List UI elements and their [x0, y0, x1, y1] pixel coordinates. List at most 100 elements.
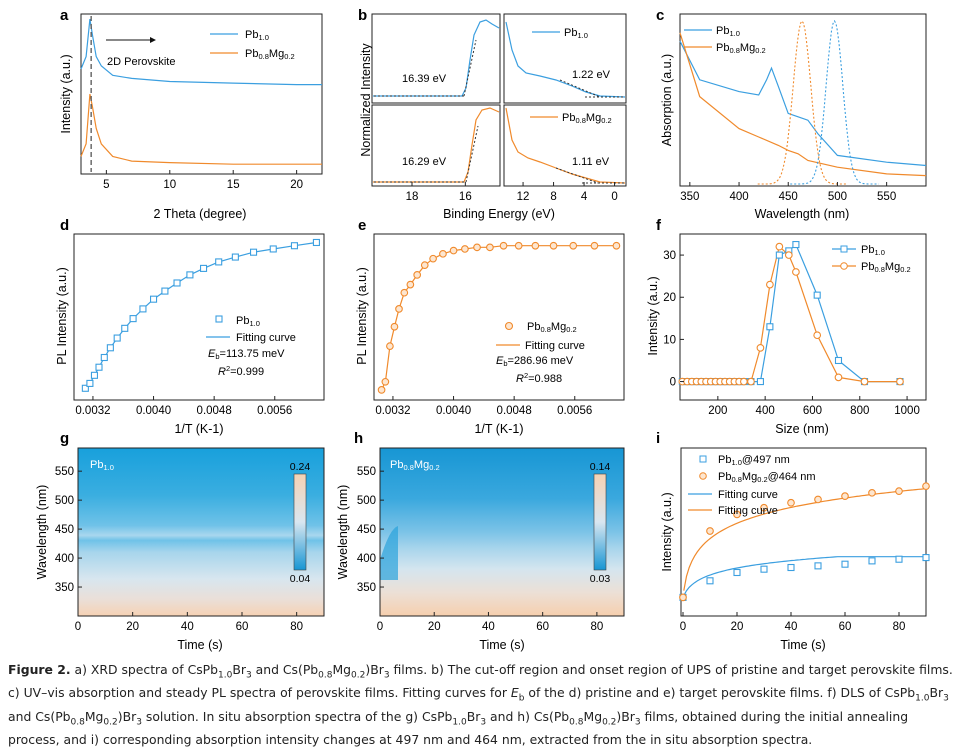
data-point — [590, 241, 599, 250]
plot-frame — [379, 447, 625, 617]
data-point-pb1-497 — [760, 565, 768, 573]
panel-label: a — [60, 7, 69, 24]
data-point — [569, 241, 578, 250]
data-point-pb1 — [792, 240, 800, 249]
x-tick-label: 0.0040 — [436, 405, 471, 417]
data-point-pb08mg02-464 — [787, 498, 795, 507]
x-tick-label: 0.0056 — [557, 405, 592, 417]
figure-number: Figure 2. — [8, 662, 71, 677]
data-point — [461, 245, 469, 253]
cutoff-value-pb1: 16.39 eV — [402, 73, 447, 85]
y-axis-label: PL Intensity (a.u.) — [355, 267, 369, 365]
legend-label-pb08mg02: Pb0.8Mg0.2 — [716, 42, 766, 55]
data-point — [290, 242, 299, 250]
legend-label-pb1: Pb1.0 — [861, 244, 885, 257]
x-tick-label: 10 — [163, 179, 176, 191]
panel-e: e Pb0.8Mg0.2 Fitting curve Eb=286.96 meV… — [355, 217, 625, 436]
x-tick-label: 80 — [893, 621, 906, 633]
caption-fragment: 1.0 — [218, 670, 233, 681]
ups-onset-pb08mg02 — [505, 107, 626, 184]
x-tick-label: 800 — [850, 405, 869, 417]
caption-fragment: 3 — [245, 670, 252, 681]
legend-label-pb08mg02: Pb0.8Mg0.2 — [245, 48, 295, 61]
y-tick-label: 30 — [663, 250, 676, 262]
panel-label: d — [60, 217, 69, 234]
x-tick-label: 1000 — [894, 405, 920, 417]
data-point — [449, 246, 458, 255]
data-point — [377, 386, 386, 394]
colorbar-min: 0.03 — [590, 573, 611, 585]
absorption-line-pb1 — [679, 40, 927, 167]
x-tick-label: 0.0032 — [375, 405, 410, 417]
data-point — [186, 271, 194, 279]
caption-fragment: Br — [466, 708, 481, 724]
legend-label-pb08mg02: Pb0.8Mg0.2 — [527, 321, 577, 334]
caption-fragment: and h) Cs(Pb — [486, 708, 570, 724]
caption-fragment: 3 — [480, 717, 487, 728]
x-axis-label: 1/T (K-1) — [174, 422, 223, 436]
caption-fragment: b — [518, 693, 525, 704]
y-axis-label: Intensity (a.u.) — [660, 492, 674, 571]
panel-c: c Pb1.0 Pb0.8Mg0.2 350 400 450 500 550 Wavel… — [656, 7, 927, 221]
plot-frame — [80, 13, 323, 175]
data-point — [439, 249, 447, 258]
data-point — [549, 241, 558, 250]
panel-i: i Pb1.0@497 nm Pb0.8Mg0.2@464 nm Fitting… — [656, 430, 930, 652]
x-tick-label: 20 — [731, 621, 744, 633]
legend-label-pb1: Pb1.0 — [564, 27, 588, 40]
panel-label: b — [358, 7, 367, 24]
data-point — [312, 238, 320, 247]
data-point-pb08mg02-464 — [760, 503, 768, 512]
x-tick-label: 16 — [459, 191, 472, 203]
caption-fragment: 0.2 — [103, 717, 118, 728]
series-line-pb1 — [80, 19, 322, 86]
data-point-pb1 — [834, 356, 843, 365]
data-point — [429, 254, 437, 263]
caption-fragment: Br — [929, 685, 944, 701]
onset-fit — [555, 167, 599, 184]
plot-frame — [679, 13, 927, 187]
x-tick-label: 0.0048 — [197, 405, 232, 417]
legend-label-pb08mg02: Pb0.8Mg0.2 — [861, 261, 911, 274]
caption-body: a) XRD spectra of CsPb1.0Br3 and Cs(Pb0.… — [8, 662, 953, 747]
panel-d: d Pb1.0 Fitting curve Eb=113.75 meV R2=0… — [55, 217, 325, 436]
x-tick-label: 20 — [290, 179, 303, 191]
x-axis-ticks: 350 400 450 500 550 — [680, 182, 896, 203]
x-tick-label: 60 — [839, 621, 852, 633]
x-axis-label: Size (nm) — [775, 422, 828, 436]
axis-ticks: 0 20 40 60 80 350 400 450 500 550 — [357, 466, 603, 633]
absorption-line-pb08mg02 — [679, 32, 927, 177]
y-tick-label: 500 — [55, 495, 74, 507]
legend-label-pb1: Pb1.0 — [236, 315, 260, 328]
x-tick-label: 80 — [290, 621, 303, 633]
legend-marker-orange — [840, 262, 848, 270]
y-axis-label: Wavelength (nm) — [336, 485, 350, 580]
y-tick-label: 550 — [55, 466, 74, 478]
data-point-pb08mg02 — [740, 377, 748, 386]
data-point-pb1-497 — [733, 568, 741, 577]
caption-fragment: )Br — [616, 708, 635, 724]
data-point-pb08mg02-464 — [706, 527, 714, 535]
caption-fragment: Mg — [583, 708, 603, 724]
caption-fragment: 0.8 — [70, 717, 85, 728]
x-tick-label: 8 — [550, 191, 556, 203]
panel-a: a 2D Perovskite Pb1.0 Pb0.8Mg0.2 5 10 15 20… — [59, 7, 323, 221]
y-axis-label: Intensity (a.u.) — [59, 54, 73, 133]
data-point-pb08mg02 — [896, 377, 904, 386]
data-point-pb08mg02-464 — [733, 510, 741, 519]
x-tick-label: 60 — [536, 621, 549, 633]
plot-frame-top-right — [503, 13, 627, 104]
data-point-pb1 — [813, 291, 821, 299]
data-point-pb08mg02 — [747, 377, 755, 386]
caption-fragment: )Br — [117, 708, 137, 724]
y-tick-label: 450 — [357, 524, 376, 536]
legend-marker-blue — [840, 245, 848, 253]
x-axis-label: 2 Theta (degree) — [154, 207, 247, 221]
x-tick-label: 400 — [729, 191, 748, 203]
data-point-pb1-497 — [868, 557, 876, 565]
x-tick-label: 550 — [877, 191, 896, 203]
caption-fragment: Mg — [332, 662, 352, 677]
caption-fragment: of the d) pristine and e) target perovsk… — [524, 685, 916, 701]
x-tick-label: 0 — [611, 191, 617, 203]
data-point-pb1-497 — [787, 563, 795, 572]
